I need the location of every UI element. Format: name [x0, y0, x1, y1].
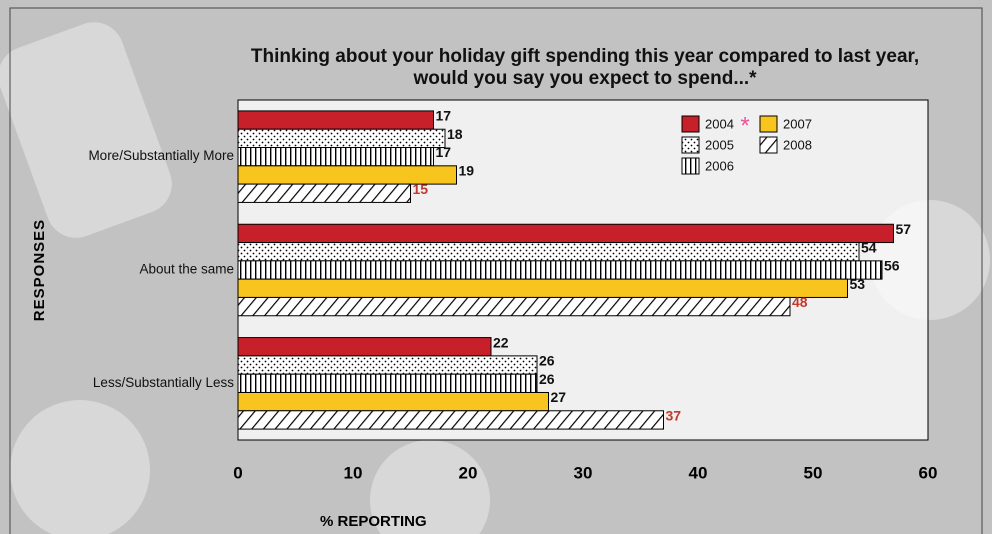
bar — [237, 391, 549, 412]
legend-swatch — [759, 115, 778, 133]
legend-label: 2004 — [705, 116, 734, 131]
bar — [237, 183, 411, 203]
bar — [237, 355, 538, 375]
bar — [237, 128, 446, 149]
y-tick-label: About the same — [139, 262, 234, 277]
value-label: 37 — [666, 407, 682, 423]
bar — [237, 278, 848, 298]
legend-swatch — [681, 136, 700, 154]
y-tick-label: Less/Substantially Less — [93, 375, 234, 390]
x-tick-label: 40 — [689, 463, 708, 482]
bar — [237, 242, 860, 262]
value-label: 54 — [861, 239, 877, 255]
value-label: 18 — [447, 126, 463, 142]
bar — [237, 260, 883, 280]
value-label: 26 — [539, 353, 555, 369]
y-tick-label: More/Substantially More — [88, 148, 234, 163]
value-label: 26 — [539, 371, 555, 387]
legend-label: 2006 — [705, 158, 734, 173]
chart-title: Thinking about your holiday gift spendin… — [250, 46, 920, 89]
x-tick-label: 50 — [804, 463, 823, 482]
value-label: 22 — [493, 334, 509, 350]
value-label: 15 — [413, 181, 429, 197]
x-tick-label: 60 — [919, 463, 938, 482]
value-label: 17 — [436, 108, 452, 124]
frame — [9, 7, 983, 534]
x-tick-label: 10 — [344, 463, 363, 482]
bar — [237, 223, 894, 244]
value-label: 57 — [896, 221, 912, 237]
legend-note: * — [740, 112, 749, 139]
bar — [237, 373, 538, 393]
value-label: 53 — [850, 276, 866, 292]
value-label: 17 — [436, 144, 452, 160]
bar — [237, 110, 434, 130]
legend-swatch — [681, 115, 700, 133]
value-label: 27 — [551, 389, 567, 405]
legend-label: 2008 — [783, 137, 812, 152]
value-label: 48 — [792, 294, 808, 310]
x-tick-label: 20 — [459, 463, 478, 482]
legend-label: 2007 — [783, 116, 812, 131]
legend-swatch — [759, 136, 778, 154]
bar — [237, 410, 664, 430]
bar — [237, 337, 492, 357]
y-axis-label: RESPONSES — [31, 219, 48, 321]
legend-swatch — [681, 157, 700, 175]
x-tick-label: 0 — [233, 463, 242, 482]
bar — [237, 147, 434, 167]
legend-label: 2005 — [705, 137, 734, 152]
x-axis-label: % REPORTING — [320, 513, 427, 530]
bar — [237, 296, 791, 317]
x-tick-label: 30 — [574, 463, 593, 482]
value-label: 56 — [884, 258, 900, 274]
value-label: 19 — [459, 163, 475, 179]
